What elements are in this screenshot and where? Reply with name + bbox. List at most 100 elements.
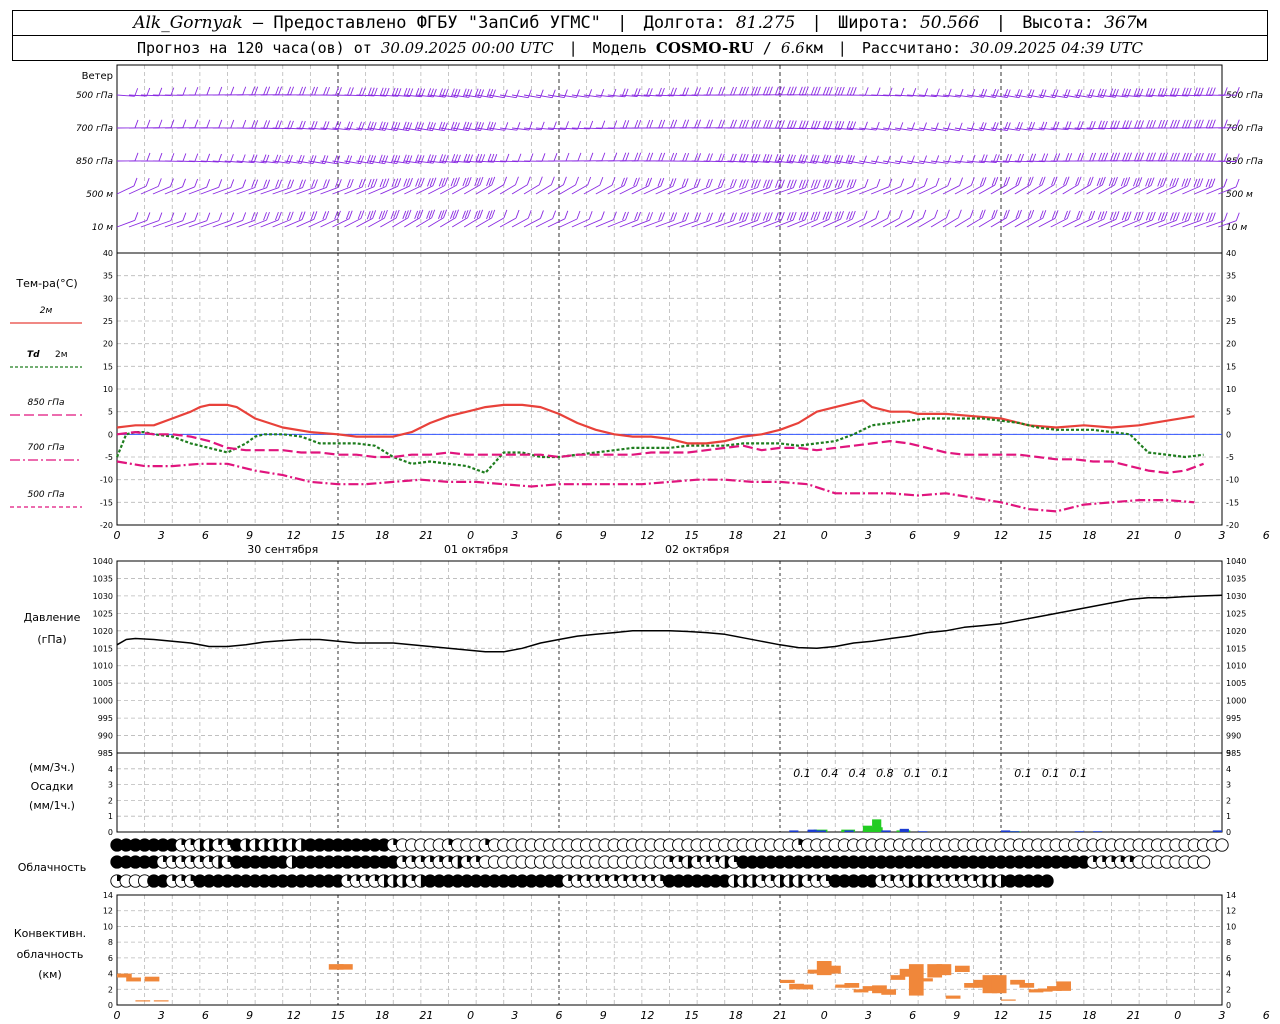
legend-item: 700 гПа [10, 443, 82, 461]
wind-barb-flag [611, 177, 616, 186]
conv-cloud-bar [1047, 986, 1062, 991]
wind-barb-flag [828, 86, 833, 96]
wind-barb-flag [444, 122, 448, 131]
wind-barb-flag [1223, 153, 1228, 162]
wind-barb-flag [393, 210, 397, 219]
wind-barb-flag [721, 153, 725, 162]
wind-barb [1098, 218, 1117, 228]
wind-barb [703, 186, 722, 195]
wind-barb-flag [505, 153, 510, 163]
wind-barb-flag [146, 119, 151, 128]
wind-barb-flag [1182, 119, 1186, 129]
y-tick-label: 1020 [93, 627, 113, 636]
wind-barb [140, 94, 159, 97]
wind-barb-flag [527, 210, 532, 219]
legend-label: 700 гПа [27, 443, 64, 453]
wind-barb-flag [1027, 89, 1032, 98]
y-tick-label: 2 [1226, 796, 1231, 805]
wind-barb [930, 217, 947, 228]
wind-barb-flag [792, 179, 797, 188]
wind-barb-flag [1030, 89, 1035, 98]
x-tick-label-bottom: 18 [375, 1009, 389, 1022]
wind-barb-flag [786, 86, 791, 95]
wind-barb-flag [1063, 177, 1067, 186]
wind-barb [858, 218, 877, 228]
wind-barb [942, 94, 961, 98]
wind-barb-flag [798, 179, 803, 188]
x-tick-label-bottom: 3 [865, 1009, 872, 1022]
wind-barb-flag [358, 87, 363, 96]
wind-barb-flag [1039, 177, 1044, 186]
wind-barb-flag [464, 210, 469, 219]
wind-barb-flag [492, 89, 496, 98]
panel-frame [116, 894, 1223, 1006]
wind-barb-flag [254, 86, 259, 95]
wind-barb-flag [1017, 176, 1022, 185]
wind-barb [667, 220, 686, 228]
y-tick-label: 4 [1226, 970, 1231, 979]
wind-barb-flag [275, 120, 279, 129]
wind-barb-flag [733, 119, 737, 128]
wind-barb-flag [801, 86, 806, 95]
y-tick-label: 3 [1226, 781, 1231, 790]
wind-barb-flag [992, 122, 996, 131]
wind-barb-flag [1089, 176, 1094, 185]
conv-axis-label-2: облачность [17, 948, 84, 961]
wind-barb [272, 219, 291, 228]
wind-barb-flag [705, 178, 710, 188]
wind-barb-flag [1223, 87, 1228, 96]
wind-barb [392, 185, 410, 195]
wind-barb-flag [444, 177, 449, 186]
date-label: 01 октября [444, 543, 508, 556]
wind-barb [811, 187, 830, 195]
wind-barb-flag [934, 122, 939, 131]
wind-barb-flag [1113, 152, 1118, 161]
wind-barb-flag [1126, 177, 1131, 186]
wind-barb [583, 219, 602, 228]
wind-barb-flag [685, 152, 690, 162]
wind-barb-flag [1173, 152, 1177, 162]
y-tick-label: 4 [1226, 765, 1231, 774]
wind-barb-flag [661, 212, 666, 221]
wind-barb-flag [517, 153, 522, 162]
x-tick-label-bottom: 15 [685, 1009, 699, 1022]
y-tick-label: 4 [108, 970, 113, 979]
conv-cloud-bar [973, 979, 989, 988]
model-name: COSMO-RU [655, 39, 754, 57]
calc-time: 30.09.2025 04:39 UTC [970, 39, 1144, 57]
precip-amount-label: 0.4 [849, 767, 867, 780]
wind-barb-flag [194, 178, 199, 188]
x-tick-label: 9 [600, 529, 607, 542]
wind-barb [224, 160, 243, 163]
wind-barb [811, 219, 829, 228]
y-tick-label: -15 [100, 498, 113, 507]
wind-level-label: 700 гПа [1226, 124, 1263, 134]
y-tick-label: 1035 [1226, 574, 1246, 583]
x-tick-label: 18 [729, 529, 743, 542]
wind-barb-flag [476, 210, 481, 219]
wind-barb [499, 94, 517, 99]
wind-barb-flag [670, 119, 675, 128]
wind-barb-flag [357, 155, 362, 164]
wind-barb-flag [378, 154, 383, 163]
wind-barb-flag [798, 154, 803, 163]
y-tick-label: 8 [1226, 938, 1231, 947]
wind-barb-flag [206, 119, 211, 128]
wind-barb-flag [849, 211, 853, 220]
wind-barb [643, 219, 662, 228]
wind-barb [978, 160, 997, 163]
wind-barb-flag [822, 211, 827, 221]
wind-barb [907, 94, 925, 97]
wind-barb-flag [427, 154, 431, 163]
wind-barb-flag [887, 210, 891, 219]
wind-barb-flag [754, 86, 758, 95]
wind-barb-flag [730, 212, 734, 221]
wind-barb-flag [1116, 152, 1121, 161]
wind-barb-flag [846, 179, 851, 188]
wind-barb-flag [789, 120, 794, 129]
wind-barb [870, 217, 888, 228]
wind-barb-flag [1150, 177, 1155, 186]
wind-barb-flag [476, 177, 481, 186]
wind-barb-flag [314, 86, 318, 96]
wind-barb-flag [390, 154, 395, 163]
